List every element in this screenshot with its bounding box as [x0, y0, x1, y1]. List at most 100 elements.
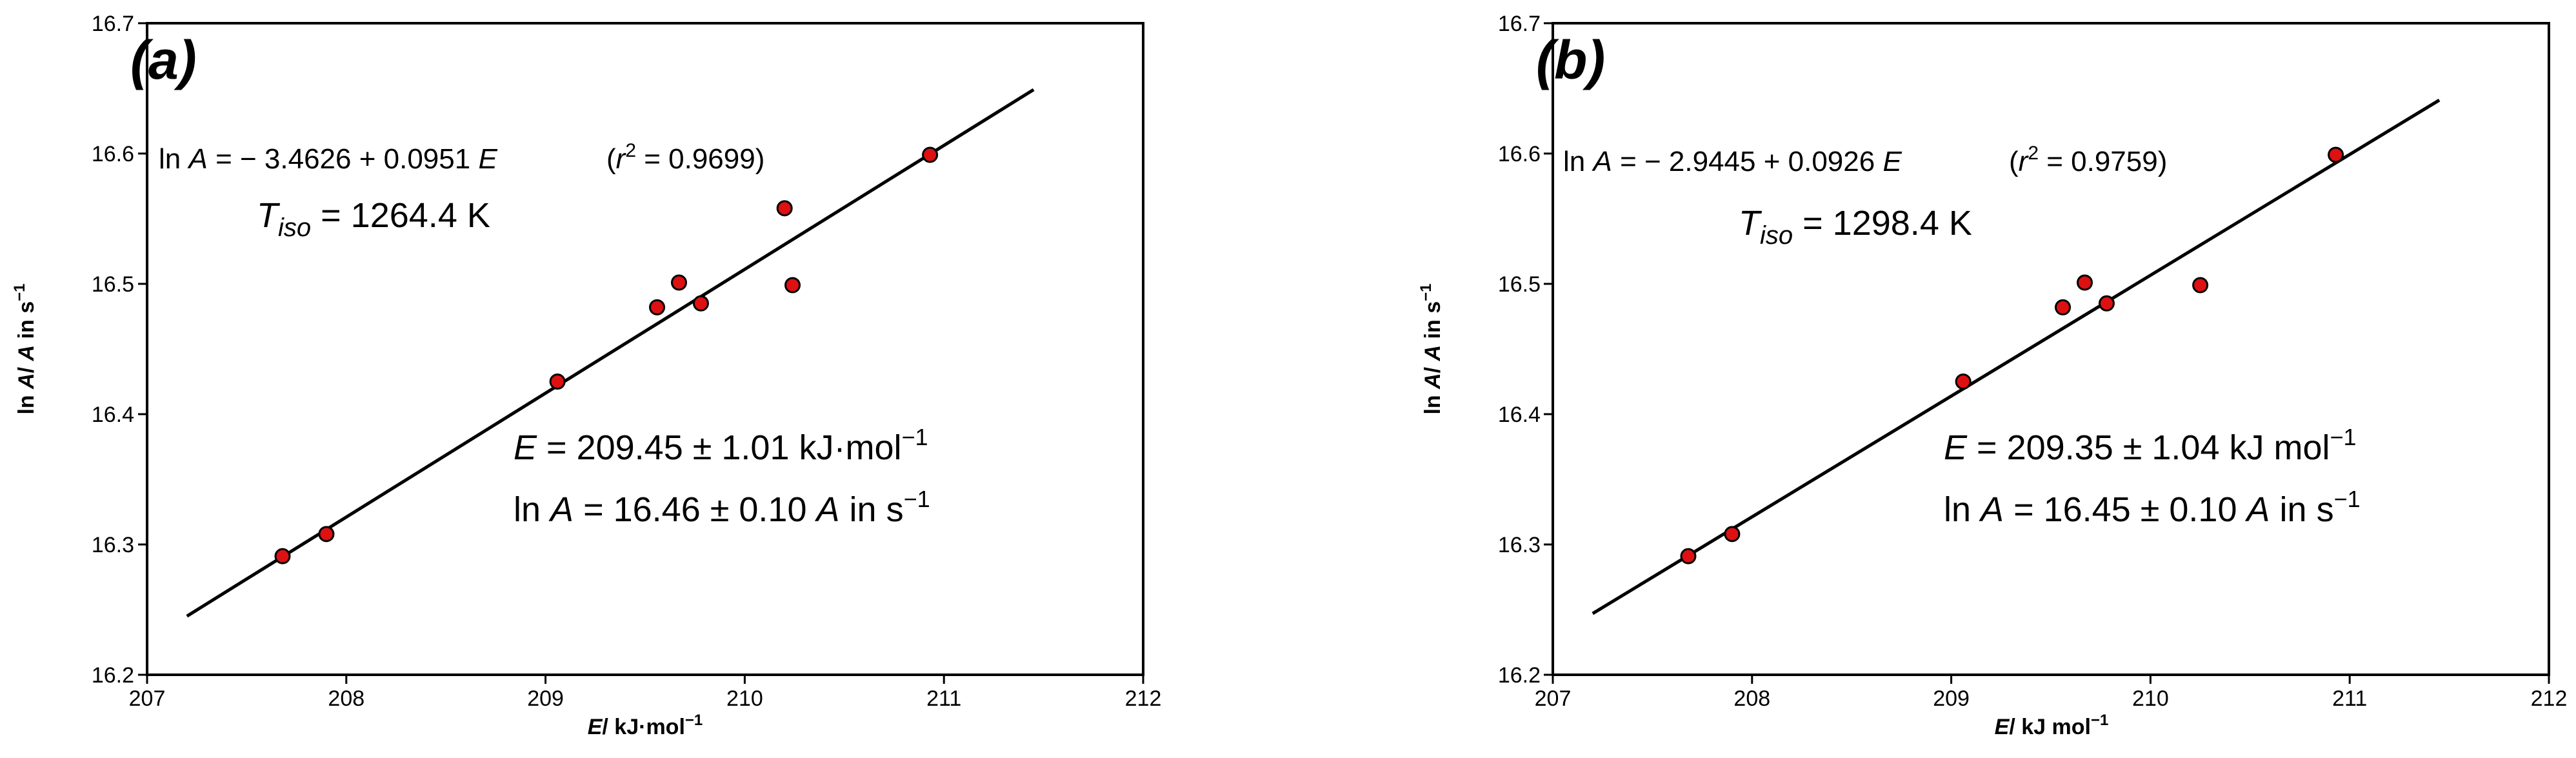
x-axis-label: E/ kJ·mol−1 [588, 712, 703, 739]
x-tick-label: 208 [1733, 686, 1770, 711]
x-tick-label: 212 [1125, 686, 1162, 711]
r2-sup: 2 [2028, 143, 2039, 164]
lnA-part: in s [840, 490, 904, 529]
x-axis-label-sup: −1 [2091, 712, 2108, 729]
lnA-sup: −1 [2334, 486, 2361, 512]
r2-part: = 0.9699) [636, 143, 764, 175]
x-tick-label: 212 [2531, 686, 2568, 711]
lnA-part: A [1979, 490, 2004, 529]
lnA-part: ln [1944, 490, 1981, 529]
data-point [2076, 274, 2093, 291]
r2-part: ( [2009, 146, 2019, 177]
energy-sup: −1 [2330, 424, 2357, 450]
data-point [784, 277, 801, 294]
y-axis-label-part: A [14, 345, 39, 362]
energy-symbol: E [1944, 428, 1968, 467]
data-point [1680, 548, 1697, 564]
isokinetic-temperature: Tiso = 1298.4 K [1739, 204, 1972, 250]
x-tick-label: 209 [527, 686, 564, 711]
y-axis-label-sup: −1 [11, 283, 28, 301]
x-tick-label: 211 [926, 686, 961, 711]
data-point [2098, 295, 2115, 312]
pre-exponential-factor: ln A = 16.46 ± 0.10 A in s−1 [514, 486, 930, 529]
data-point [2055, 299, 2072, 315]
activation-energy: E = 209.45 ± 1.01 kJ·mol−1 [514, 424, 928, 467]
data-point [2192, 277, 2209, 294]
y-axis-label-part: ln [1421, 389, 1445, 415]
tiso-sub: iso [1760, 221, 1793, 250]
r2-sup: 2 [625, 140, 636, 161]
y-tick-label: 16.3 [92, 533, 134, 557]
plot-frame [146, 22, 1144, 676]
y-axis-label-part: A [1421, 345, 1445, 362]
y-axis-label: ln A/ A in s−1 [11, 283, 39, 414]
data-point [1724, 526, 1741, 543]
lnA-part: A [815, 490, 840, 529]
y-tick-label: 16.4 [92, 403, 134, 427]
tiso-sub: iso [278, 214, 311, 242]
data-point [692, 295, 709, 312]
lnA-part: A [548, 490, 574, 529]
y-axis-label-part: in s [14, 301, 39, 345]
lnA-part: A [2245, 490, 2270, 529]
y-tick-label: 16.5 [1498, 272, 1541, 297]
y-axis-label-part: in s [1421, 301, 1445, 345]
x-tick-label: 209 [1933, 686, 1970, 711]
energy-value: = 209.35 ± 1.04 kJ mol [1967, 428, 2330, 467]
y-tick-label: 16.7 [1498, 12, 1541, 36]
tiso-symbol: T [257, 196, 281, 235]
energy-sup: −1 [901, 424, 928, 450]
y-axis-label-sup: −1 [1417, 283, 1435, 301]
x-tick-label: 211 [2332, 686, 2367, 711]
x-axis-label-unit: / kJ mol [2009, 715, 2091, 739]
regression-equation: ln A = − 3.4626 + 0.0951 E [159, 143, 497, 175]
panel-label: (b) [1536, 30, 1605, 90]
isokinetic-temperature: Tiso = 1264.4 K [257, 196, 490, 242]
tiso-value: = 1298.4 K [1793, 204, 1972, 243]
x-axis-label: E/ kJ mol−1 [1995, 712, 2109, 739]
panel-label: (a) [130, 30, 197, 90]
x-axis-label-symbol: E [588, 715, 603, 739]
x-axis-label-unit: / kJ·mol [602, 715, 684, 739]
lnA-sup: −1 [904, 486, 930, 512]
equation-part: E [478, 143, 497, 175]
y-axis-label-part: / [14, 361, 39, 373]
r2-part: r [616, 143, 627, 175]
data-point [274, 548, 291, 564]
equation-part: A [186, 143, 207, 175]
y-axis-label-part: ln [14, 389, 39, 415]
data-point [776, 200, 793, 217]
pre-exponential-factor: ln A = 16.45 ± 0.10 A in s−1 [1944, 486, 2361, 529]
x-tick-label: 210 [2132, 686, 2169, 711]
y-axis-label-part: A [14, 373, 39, 390]
r-squared-label: (r2 = 0.9759) [2009, 143, 2167, 177]
lnA-part: = 16.46 ± 0.10 [574, 490, 816, 529]
r2-part: ( [606, 143, 616, 175]
data-point [549, 374, 566, 390]
r2-part: = 0.9759) [2039, 146, 2167, 177]
activation-energy: E = 209.35 ± 1.04 kJ mol−1 [1944, 424, 2357, 467]
chart-panel-b: 207 208 209 210 211 212 16.2 16.3 16.4 16.5 16.6 16… [1417, 12, 2567, 739]
lnA-part: ln [514, 490, 550, 529]
y-tick-label: 16.5 [92, 272, 134, 297]
tiso-value: = 1264.4 K [311, 196, 490, 235]
energy-symbol: E [514, 428, 537, 467]
x-tick-label: 207 [1535, 686, 1572, 711]
x-tick-label: 210 [726, 686, 763, 711]
y-axis-label-part: A [1421, 373, 1445, 390]
y-axis-label-part: / [1421, 361, 1445, 373]
equation-part: = − 2.9445 + 0.0926 [1612, 146, 1883, 177]
equation-part: A [1591, 146, 1612, 177]
y-tick-label: 16.6 [92, 142, 134, 166]
lnA-part: in s [2270, 490, 2334, 529]
y-axis-label: ln A/ A in s−1 [1417, 283, 1445, 414]
equation-part: = − 3.4626 + 0.0951 [208, 143, 479, 175]
equation-part: ln [159, 143, 188, 175]
lnA-part: = 16.45 ± 0.10 [2004, 490, 2246, 529]
y-tick-label: 16.7 [92, 12, 134, 36]
chart-panel-a: 207 208 209 210 211 212 16.2 16.3 16.4 16.5 16.6 16… [11, 12, 1161, 739]
energy-value: = 209.45 ± 1.01 kJ·mol [537, 428, 901, 467]
data-point [1955, 374, 1972, 390]
data-point [670, 274, 687, 291]
